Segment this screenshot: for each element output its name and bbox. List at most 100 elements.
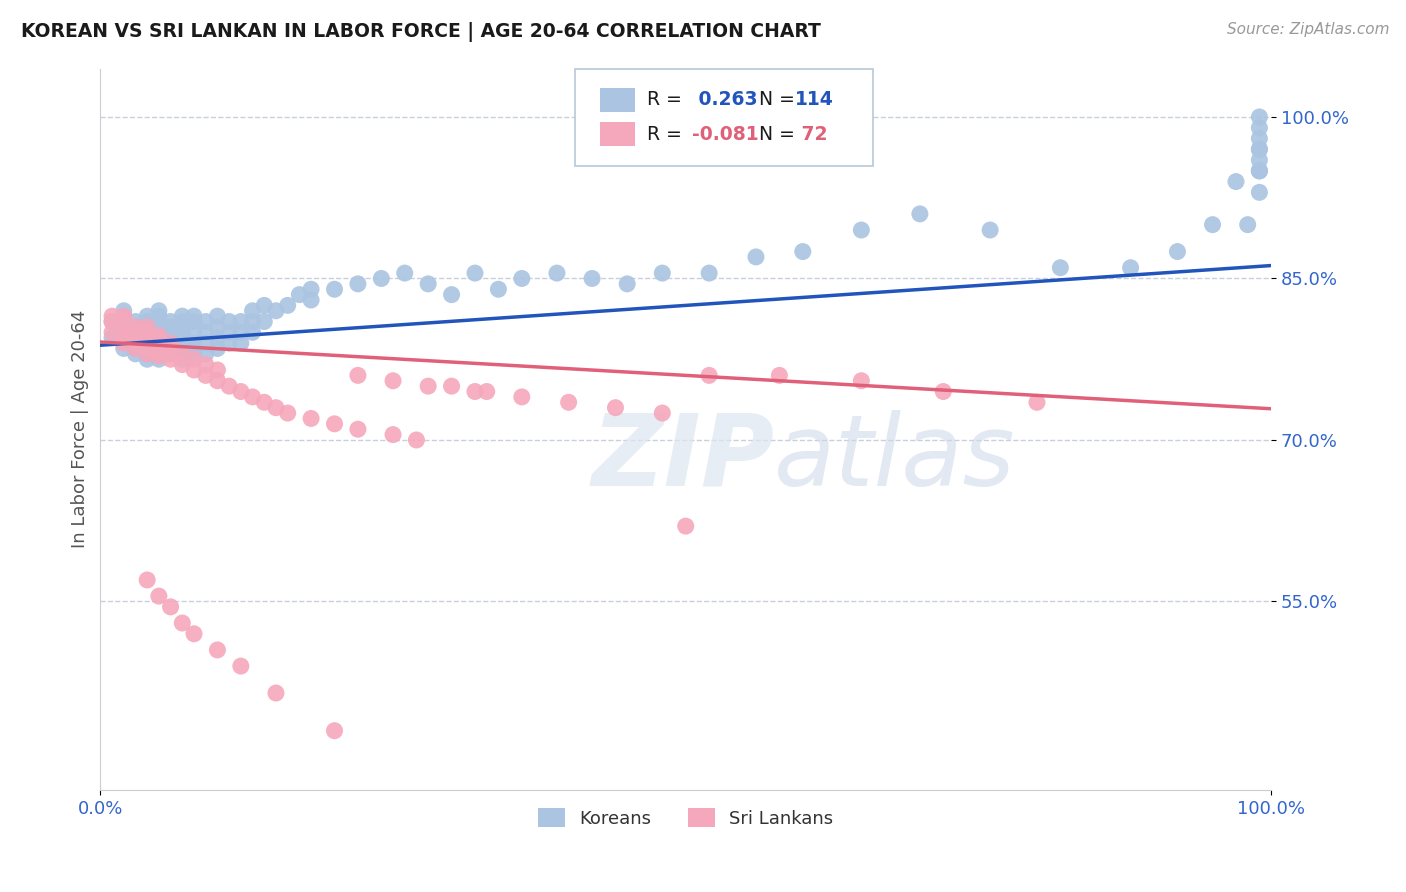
Point <box>148 314 170 328</box>
Point <box>242 326 264 340</box>
Point <box>159 331 181 345</box>
Point <box>172 331 194 345</box>
Point <box>136 352 159 367</box>
Point <box>229 384 252 399</box>
Point <box>124 320 146 334</box>
FancyBboxPatch shape <box>575 69 873 166</box>
Point <box>172 342 194 356</box>
Point <box>242 303 264 318</box>
Point <box>148 331 170 345</box>
Point <box>932 384 955 399</box>
Point <box>124 320 146 334</box>
Point <box>253 298 276 312</box>
Point <box>1249 142 1271 156</box>
Point <box>557 395 579 409</box>
Point <box>697 368 720 383</box>
Text: atlas: atlas <box>773 409 1015 507</box>
Point <box>347 368 370 383</box>
Point <box>1225 175 1247 189</box>
Point <box>194 368 217 383</box>
Point <box>136 326 159 340</box>
Point <box>136 309 159 323</box>
Point <box>101 314 124 328</box>
Text: N =: N = <box>747 90 800 109</box>
Point <box>229 336 252 351</box>
Point <box>464 266 486 280</box>
Point <box>159 342 181 356</box>
Point <box>172 347 194 361</box>
Point <box>183 314 205 328</box>
Point <box>172 352 194 367</box>
Point <box>136 347 159 361</box>
Point <box>207 309 229 323</box>
Point <box>768 368 790 383</box>
Point <box>183 352 205 367</box>
Point <box>264 303 287 318</box>
Point <box>148 349 170 363</box>
Point <box>101 326 124 340</box>
Point <box>136 347 159 361</box>
Point <box>101 309 124 323</box>
Point <box>299 282 322 296</box>
Point <box>112 326 135 340</box>
Point <box>510 271 533 285</box>
Point <box>229 659 252 673</box>
Point <box>440 287 463 301</box>
Point <box>112 309 135 323</box>
Point <box>207 320 229 334</box>
Point <box>136 320 159 334</box>
Point <box>1249 186 1271 200</box>
Point <box>651 266 673 280</box>
Point <box>218 379 240 393</box>
Text: KOREAN VS SRI LANKAN IN LABOR FORCE | AGE 20-64 CORRELATION CHART: KOREAN VS SRI LANKAN IN LABOR FORCE | AG… <box>21 22 821 42</box>
Point <box>124 342 146 356</box>
Point <box>792 244 814 259</box>
Point <box>183 342 205 356</box>
Point <box>242 314 264 328</box>
Point <box>1049 260 1071 275</box>
Point <box>207 331 229 345</box>
FancyBboxPatch shape <box>600 122 636 145</box>
Point <box>288 287 311 301</box>
Point <box>651 406 673 420</box>
Point <box>136 573 159 587</box>
Point <box>323 723 346 738</box>
Point <box>510 390 533 404</box>
Point <box>218 314 240 328</box>
Point <box>112 314 135 328</box>
Point <box>159 599 181 614</box>
Point <box>112 336 135 351</box>
Point <box>418 277 440 291</box>
Point <box>148 303 170 318</box>
Point <box>218 326 240 340</box>
Text: R =: R = <box>647 90 688 109</box>
Point <box>112 320 135 334</box>
Point <box>148 339 170 353</box>
Point <box>1249 163 1271 178</box>
Text: Source: ZipAtlas.com: Source: ZipAtlas.com <box>1226 22 1389 37</box>
Point <box>159 352 181 367</box>
Text: N =: N = <box>747 125 800 144</box>
Point <box>136 314 159 328</box>
Text: ZIP: ZIP <box>592 409 775 507</box>
Point <box>124 326 146 340</box>
Point <box>464 384 486 399</box>
Point <box>124 326 146 340</box>
Point <box>148 309 170 323</box>
Point <box>1201 218 1223 232</box>
Point <box>475 384 498 399</box>
Point <box>394 266 416 280</box>
Point <box>323 282 346 296</box>
Point <box>148 347 170 361</box>
Point <box>1249 153 1271 167</box>
Point <box>382 374 405 388</box>
Point <box>136 342 159 356</box>
Point <box>194 358 217 372</box>
Point <box>440 379 463 393</box>
Point <box>124 331 146 345</box>
Point <box>148 342 170 356</box>
Point <box>1249 120 1271 135</box>
Point <box>148 344 170 359</box>
Point <box>112 331 135 345</box>
Point <box>605 401 627 415</box>
